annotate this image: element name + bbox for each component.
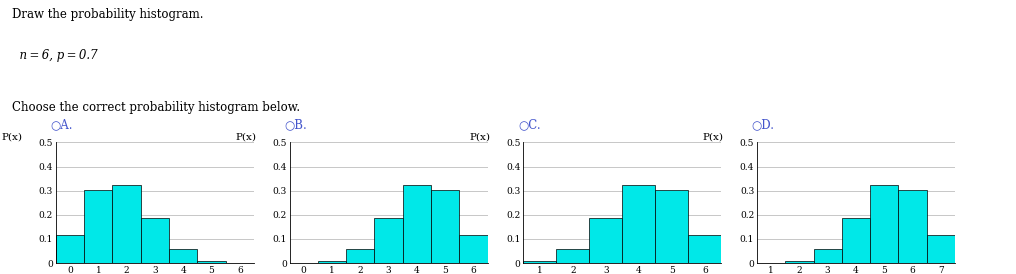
Bar bbox=[655, 190, 688, 263]
Y-axis label: P(x): P(x) bbox=[469, 132, 490, 141]
Bar bbox=[689, 235, 721, 263]
Bar bbox=[346, 249, 375, 263]
Bar bbox=[402, 185, 431, 263]
Bar bbox=[431, 190, 459, 263]
Y-axis label: P(x): P(x) bbox=[2, 132, 22, 141]
Y-axis label: P(x): P(x) bbox=[236, 132, 256, 141]
Text: ○B.: ○B. bbox=[284, 119, 307, 132]
Bar bbox=[557, 249, 589, 263]
Bar bbox=[375, 218, 402, 263]
Bar bbox=[523, 261, 557, 263]
Bar bbox=[56, 235, 84, 263]
Text: ○C.: ○C. bbox=[518, 119, 541, 132]
Bar bbox=[842, 218, 870, 263]
Y-axis label: P(x): P(x) bbox=[703, 132, 723, 141]
Bar bbox=[814, 249, 842, 263]
Bar bbox=[459, 235, 488, 263]
Bar bbox=[169, 249, 197, 263]
Text: Choose the correct probability histogram below.: Choose the correct probability histogram… bbox=[12, 101, 301, 114]
Bar bbox=[785, 261, 814, 263]
Bar bbox=[113, 185, 141, 263]
Text: ○D.: ○D. bbox=[752, 119, 775, 132]
Text: n = 6, p = 0.7: n = 6, p = 0.7 bbox=[12, 49, 98, 62]
Bar bbox=[589, 218, 622, 263]
Bar bbox=[84, 190, 113, 263]
Bar bbox=[870, 185, 898, 263]
Bar bbox=[197, 261, 226, 263]
Text: Draw the probability histogram.: Draw the probability histogram. bbox=[12, 8, 203, 21]
Text: ○A.: ○A. bbox=[51, 119, 73, 132]
Bar bbox=[141, 218, 169, 263]
Bar bbox=[927, 235, 955, 263]
Bar bbox=[622, 185, 655, 263]
Bar bbox=[898, 190, 927, 263]
Bar bbox=[318, 261, 346, 263]
